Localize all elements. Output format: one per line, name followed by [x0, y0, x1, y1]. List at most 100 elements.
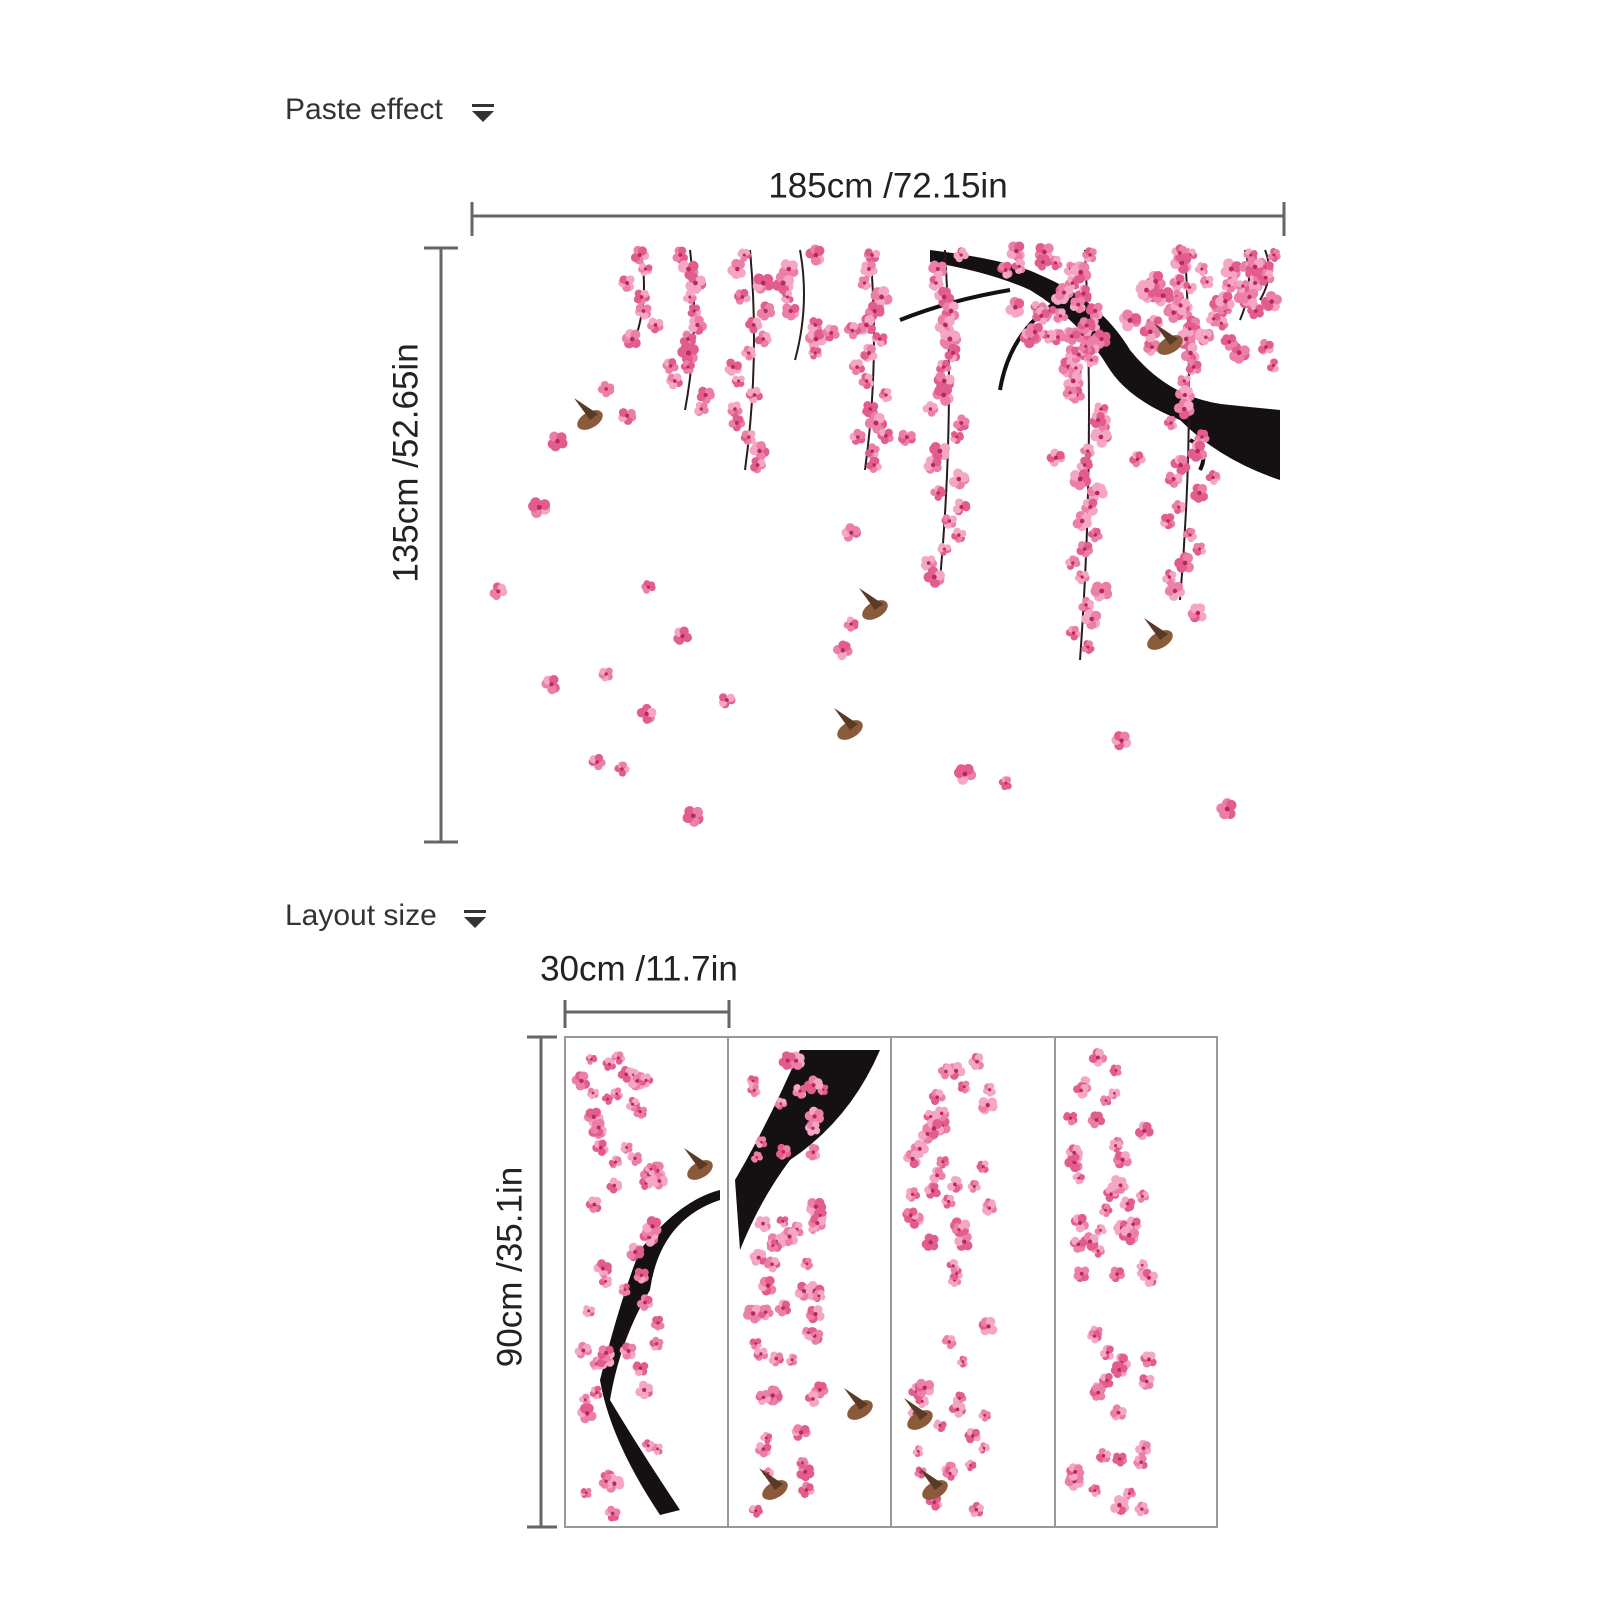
- blossom: [733, 288, 751, 305]
- blossom: [630, 245, 650, 265]
- blossom: [1062, 385, 1077, 400]
- blossom: [791, 1424, 811, 1441]
- blossom: [849, 428, 866, 445]
- blossom: [1032, 306, 1051, 325]
- blossom: [1243, 248, 1258, 263]
- blossom: [978, 1097, 998, 1115]
- blossom: [1135, 1189, 1150, 1203]
- blossom: [1069, 296, 1086, 314]
- blossom: [937, 1063, 954, 1080]
- blossom: [877, 428, 894, 445]
- blossom: [1063, 327, 1081, 346]
- blossom: [954, 764, 977, 785]
- blossom: [976, 1160, 989, 1173]
- blossom: [597, 1345, 615, 1362]
- blossom: [1111, 1176, 1129, 1194]
- blossom: [843, 322, 862, 340]
- blossom: [805, 1143, 821, 1161]
- blossom: [860, 260, 878, 278]
- blossom: [749, 1338, 762, 1350]
- blossom: [1229, 342, 1250, 364]
- bird-wing: [1154, 323, 1178, 345]
- blossom: [781, 303, 800, 321]
- blossom: [898, 429, 916, 446]
- blossom: [728, 414, 746, 432]
- blossom: [929, 1166, 946, 1184]
- blossom: [932, 384, 954, 406]
- blossom: [1087, 1111, 1106, 1129]
- blossom: [1220, 258, 1243, 281]
- blossom: [1073, 1266, 1090, 1283]
- blossom: [1011, 258, 1026, 275]
- blossom: [1256, 268, 1275, 286]
- bird-wing: [919, 1468, 943, 1490]
- blossom: [588, 753, 606, 771]
- blossom: [611, 1051, 626, 1065]
- blossom: [620, 1141, 633, 1154]
- blossom: [604, 1505, 621, 1522]
- height-label: 90cm /35.1in: [490, 1167, 529, 1367]
- bird-wing: [844, 1388, 868, 1410]
- blossom: [585, 1053, 598, 1065]
- blossom: [957, 1080, 971, 1094]
- blossom: [1133, 1454, 1148, 1470]
- height-rule: [424, 246, 458, 844]
- blossom: [923, 456, 942, 474]
- blossom: [964, 1459, 977, 1472]
- blossom: [1118, 1226, 1140, 1246]
- blossom: [1135, 279, 1158, 300]
- blossom: [1134, 1121, 1154, 1141]
- blossom: [982, 1082, 996, 1097]
- blossom: [978, 1409, 991, 1422]
- height-label: 135cm /52.65in: [386, 343, 425, 582]
- blossom: [953, 414, 970, 432]
- blossom: [997, 261, 1013, 279]
- blossom: [1108, 1088, 1121, 1100]
- blossom: [953, 247, 969, 263]
- dropdown-icon: [472, 104, 494, 122]
- blossom: [1139, 1268, 1158, 1288]
- blossom: [928, 1089, 946, 1106]
- blossom: [937, 542, 952, 556]
- bird-wing: [574, 398, 598, 420]
- blossom: [1160, 513, 1176, 530]
- blossom: [1164, 471, 1183, 488]
- blossom: [768, 1351, 784, 1367]
- blossom: [755, 1441, 772, 1458]
- blossom: [1074, 570, 1090, 585]
- blossom: [941, 514, 957, 529]
- blossom: [1046, 448, 1066, 467]
- blossom: [1066, 1463, 1085, 1481]
- blossom: [750, 1151, 763, 1163]
- height-rule: [527, 1035, 557, 1529]
- blossom: [805, 1305, 825, 1324]
- blossom: [634, 303, 652, 320]
- blossom: [929, 441, 951, 462]
- blossom: [1109, 1404, 1127, 1421]
- blossom: [948, 468, 970, 490]
- blossom: [1139, 321, 1161, 343]
- bird-wing: [759, 1468, 783, 1490]
- blossom: [1185, 358, 1202, 376]
- blossom: [1170, 454, 1191, 476]
- blossom: [598, 1274, 612, 1289]
- blossom: [1118, 309, 1142, 332]
- blossom: [1088, 1484, 1101, 1498]
- blossom: [1094, 1224, 1107, 1236]
- blossom: [1152, 286, 1174, 307]
- blossom: [812, 1289, 826, 1303]
- blossom: [1055, 282, 1074, 303]
- blossom: [981, 1200, 997, 1216]
- blossom: [1140, 1351, 1157, 1368]
- blossom: [1245, 257, 1266, 277]
- blossom: [1235, 280, 1250, 294]
- blossom: [757, 1275, 777, 1296]
- width-rule: [470, 202, 1286, 236]
- blossom: [785, 1353, 798, 1366]
- blossom: [590, 1118, 607, 1137]
- blossom: [1109, 1064, 1122, 1077]
- blossom: [1083, 353, 1099, 368]
- blossom: [1171, 244, 1187, 262]
- blossom: [1095, 1447, 1112, 1463]
